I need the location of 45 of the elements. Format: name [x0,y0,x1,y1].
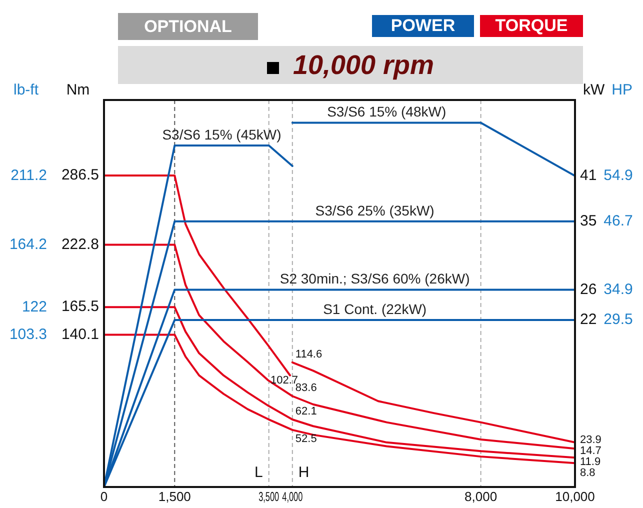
data-label: 114.6 [295,348,322,360]
y-axis-title: Nm [66,82,90,99]
text: OPTIONAL [118,13,258,40]
text: 46.7 [604,212,633,230]
text: TORQUE [480,15,583,37]
data-label: 52.5 [295,432,317,445]
y2-tick-label: 41 [580,167,597,184]
y2-axis-title: kW [583,82,606,99]
text: HP [612,82,632,99]
y2-tick-label: 22 [580,311,597,328]
ref-line-label: H [298,464,310,482]
text: 11.9 [580,456,601,468]
series-label: S3/S6 25% (35kW) [315,202,434,218]
data-label: 83.6 [295,382,317,394]
x-tick-label: 8,000 [464,489,498,504]
text: POWER [372,15,474,37]
text: 54.9 [604,167,633,184]
y3-tick-label: 122 [22,298,47,316]
series-label: S2 30min.; S3/S6 60% (26kW) [280,270,470,287]
series-label: S3/S6 15% (45kW) [162,126,282,142]
series-label: S3/S6 15% (48kW) [327,104,446,120]
text: 29.5 [604,311,633,328]
y-tick-label: 222.8 [61,236,99,253]
ref-line-label: L [254,464,263,482]
y2-tick-label: 35 [580,212,597,230]
y-tick-label: 165.5 [61,298,99,316]
series-label: S1 Cont. (22kW) [323,300,427,317]
text: 8.8 [580,467,596,480]
data-label: 62.1 [295,406,317,418]
x-tick-label: 3,500 [258,490,280,505]
text: 23.9 [580,434,602,446]
x-tick-label: 4,000 [282,490,303,505]
text: 34.9 [604,280,633,298]
y3-tick-label: 164.2 [9,236,47,254]
chart-title: 10,000 rpm [292,50,434,80]
y3-tick-label: 103.3 [9,326,47,343]
y-tick-label: 286.5 [61,166,99,184]
y3-tick-label: 211.2 [10,166,47,184]
text: 14.7 [580,445,602,458]
y3-axis-title: lb-ft [13,82,40,99]
x-tick-label: 10,000 [555,489,595,504]
y-tick-label: 140.1 [61,326,99,343]
y2-tick-label: 26 [580,280,597,298]
x-tick-label: 1,500 [158,489,191,504]
x-tick-label: 0 [100,489,108,504]
